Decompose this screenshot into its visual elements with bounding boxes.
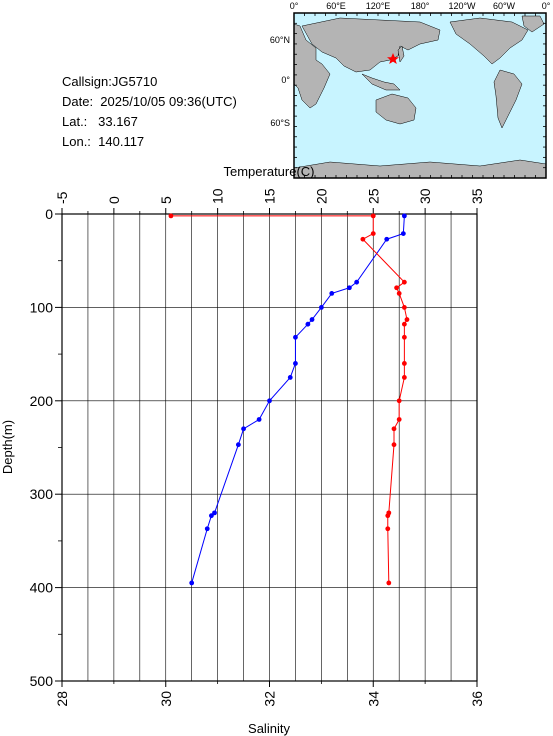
salinity-point [404,317,410,322]
map-land [293,15,547,179]
map-top-tick-label: 120°E [366,1,391,11]
salinity-axis-ticks: 28 30 32 34 36 [54,681,485,707]
temperature-point [384,236,390,242]
temperature-point [293,361,298,366]
map-left-tick-label: 60°N [270,35,290,45]
temperature-line [191,215,405,584]
map-left-tick-label: 60°S [270,118,290,128]
depth-axis-title: Depth(m) [0,420,15,474]
salinity-point [386,580,392,586]
temperature-point [241,426,246,432]
salinity-point [394,285,399,291]
salinity-tick-label: 34 [365,691,381,707]
map-top-tick-label: 120°W [448,1,476,11]
depth-tick-label: 300 [30,486,54,502]
temperature-point [401,213,407,219]
station-marker-icon [387,53,399,64]
salinity-point [401,361,407,366]
temperature-point [235,442,241,448]
map-top-tick-label: 0° [290,1,299,11]
temperature-tick-label: 0 [106,196,122,204]
location-map: 0° 60°E 120°E 180° 120°W 60°W 0° 60°N 0° 60°S [270,1,551,179]
temperature-tick-label: 10 [210,188,226,204]
temperature-point [287,375,293,380]
temperature-point [309,317,315,322]
temperature-point [305,321,311,327]
chart-minor-ticks [58,260,62,635]
temperature-point [256,417,262,422]
map-top-tick-label: 60°W [493,1,516,11]
depth-tick-label: 0 [45,206,53,222]
chart-series [168,213,410,586]
depth-axis-ticks: 0 100 200 300 400 500 [30,206,62,689]
temperature-point [212,510,217,516]
salinity-tick-label: 30 [158,691,174,707]
callsign-text: Callsign:JG5710 [62,74,158,89]
depth-tick-label: 100 [30,299,54,315]
temperature-tick-label: 20 [313,188,329,204]
depth-tick-label: 400 [30,580,54,596]
temperature-point [318,305,324,310]
salinity-tick-label: 36 [469,691,485,707]
temperature-point [189,580,195,586]
temperature-point [329,290,335,296]
salinity-point [391,442,397,448]
salinity-point [168,213,174,219]
temperature-point [204,526,210,532]
temperature-axis-title: Temperature(C) [223,164,314,179]
map-frame-ticks [293,12,547,179]
salinity-point [401,279,407,285]
salinity-point [396,417,402,422]
date-text: Date: 2025/10/05 09:36(UTC) [62,94,237,109]
temperature-tick-label: 35 [469,188,485,204]
salinity-point [401,321,407,327]
temperature-tick-label: 25 [365,188,381,204]
salinity-axis-title: Salinity [248,721,290,736]
salinity-point [360,236,366,242]
map-top-tick-label: 180° [411,1,430,11]
temperature-tick-label: 15 [262,188,278,204]
salinity-point [401,334,407,340]
depth-tick-label: 500 [30,673,54,689]
map-top-tick-label: 0° [542,1,551,11]
salinity-point [391,426,397,432]
map-left-tick-label: 0° [281,75,290,85]
salinity-point [385,513,391,519]
chart-grid [61,213,478,682]
station-info: Callsign:JG5710 Date: 2025/10/05 09:36(U… [62,72,237,152]
depth-tick-label: 200 [30,393,54,409]
map-top-tick-labels: 0° 60°E 120°E 180° 120°W 60°W 0° [290,1,551,11]
temperature-point [293,334,298,340]
temperature-point [400,231,406,237]
temperature-point [346,285,352,291]
temperature-point [267,398,272,404]
temperature-tick-label: 5 [158,196,174,204]
map-left-tick-labels: 60°N 0° 60°S [270,35,291,128]
salinity-tick-label: 28 [54,691,70,707]
temperature-axis-ticks: -5 0 5 10 15 20 25 30 35 [54,188,485,214]
temperature-tick-label: -5 [54,191,70,204]
salinity-point [396,398,402,404]
longitude-text: Lon.: 140.117 [62,134,145,149]
salinity-point [370,231,376,237]
salinity-tick-label: 32 [262,691,278,707]
temperature-point [209,513,214,519]
salinity-point [385,526,391,532]
salinity-point [396,290,402,296]
map-top-tick-label: 60°E [326,1,346,11]
temperature-point [354,279,360,285]
latitude-text: Lat.: 33.167 [62,114,138,129]
salinity-point [401,375,407,380]
temperature-tick-label: 30 [417,188,433,204]
salinity-point [370,213,376,219]
salinity-point [401,305,407,310]
